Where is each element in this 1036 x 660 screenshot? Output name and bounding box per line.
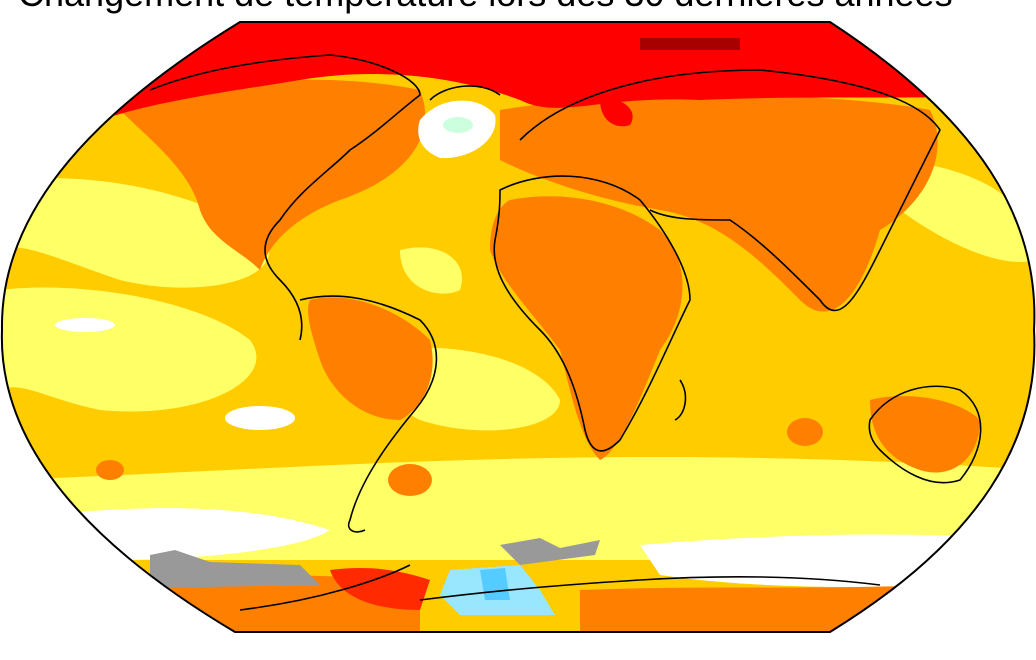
map-title: Changement de température lors des 30 de… — [18, 0, 953, 14]
map-border — [0, 21, 1036, 633]
